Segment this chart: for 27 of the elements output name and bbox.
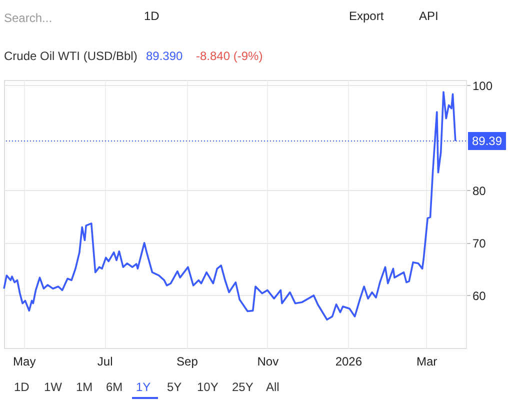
text: 1Y <box>136 380 151 394</box>
x-tick-label: Jul <box>97 354 113 368</box>
y-tick-label: 100 <box>472 78 493 93</box>
x-tick-label: 2026 <box>335 354 362 368</box>
y-tick-label: 70 <box>472 236 486 250</box>
text: 1M <box>76 380 93 394</box>
x-tick-label: Nov <box>257 354 279 368</box>
text: 1W <box>44 380 63 394</box>
text: 5Y <box>167 380 182 394</box>
y-tick-label: 60 <box>472 288 486 303</box>
x-tick-label: Sep <box>176 354 198 368</box>
text: Export <box>349 9 384 23</box>
text: 1D <box>14 380 30 394</box>
text: 6M <box>106 380 123 394</box>
y-tick-label: 80 <box>472 184 486 198</box>
chart-title: Crude Oil WTI (USD/Bbl) <box>4 49 138 63</box>
text: Search... <box>4 11 52 25</box>
x-tick-label: Mar <box>416 354 438 368</box>
text: 89.390 <box>146 49 184 63</box>
text: 10Y <box>197 380 218 394</box>
text: All <box>266 380 280 394</box>
x-tick-label: May <box>13 354 36 368</box>
text: -8.840 (-9%) <box>196 49 263 63</box>
text: 25Y <box>232 380 254 394</box>
ref-line-label: 89.39 <box>472 134 502 148</box>
text: 1D <box>144 9 160 23</box>
text: API <box>419 9 438 23</box>
